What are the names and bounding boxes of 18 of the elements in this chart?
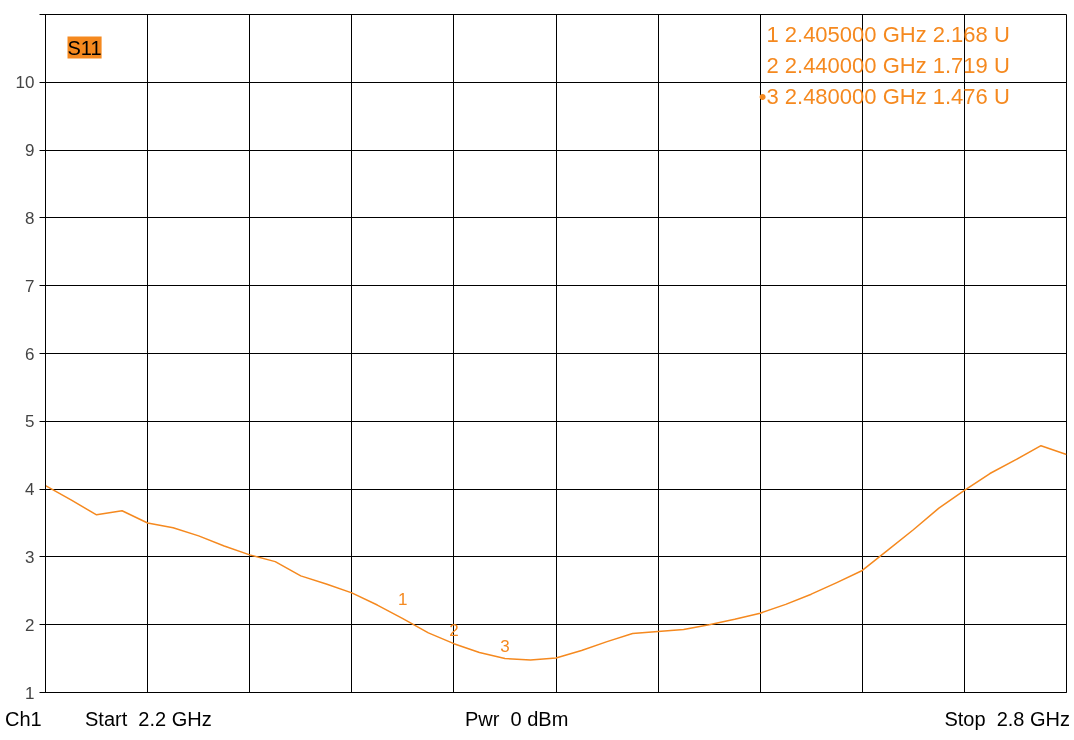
text: S11	[67, 36, 102, 59]
text: Start 2.2 GHz	[85, 707, 212, 732]
y-tick-label: 8	[25, 208, 35, 228]
y-tick-label: 1	[25, 683, 35, 703]
y-tick-label: 6	[25, 344, 35, 364]
text: Stop 2.8 GHz	[944, 707, 1070, 732]
y-tick-label: 9	[25, 141, 35, 161]
line-series	[45, 444, 1067, 661]
text: Pwr 0 dBm	[465, 707, 569, 732]
y-tick-label: 7	[25, 276, 35, 296]
y-tick-label: 10	[15, 73, 35, 93]
y-tick-label: 4	[25, 480, 35, 500]
y-tick-label: 2	[25, 615, 35, 635]
y-tick-label: 3	[25, 547, 35, 567]
annotation: 1	[398, 590, 408, 610]
annotation: 3	[500, 637, 510, 657]
text: Ch1	[5, 707, 42, 732]
y-tick-label: 5	[25, 412, 35, 432]
